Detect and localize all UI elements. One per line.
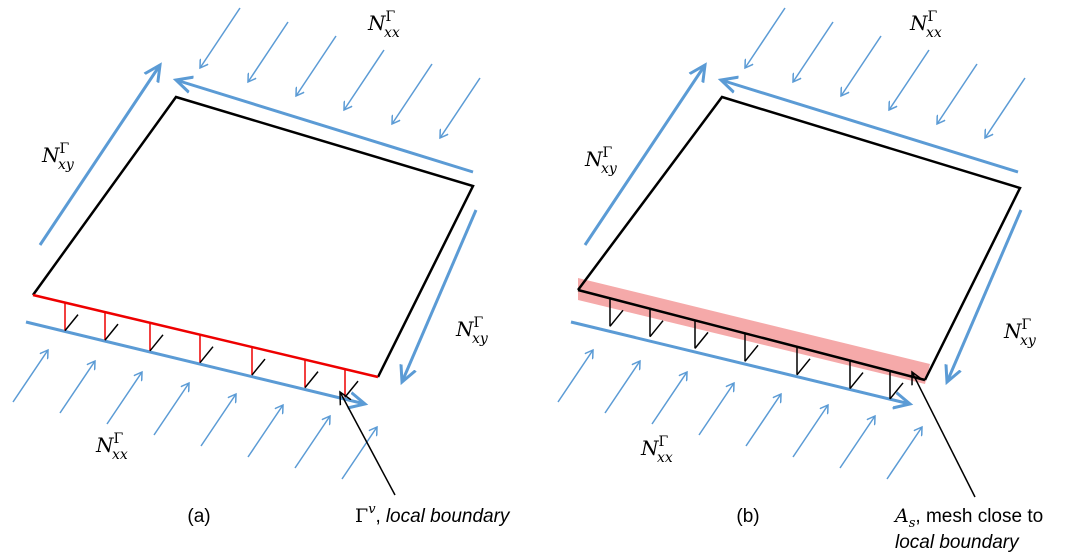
label-sub: xx bbox=[926, 25, 942, 41]
load-arrow bbox=[605, 361, 640, 413]
load-arrow bbox=[745, 8, 785, 68]
load-arrow bbox=[295, 416, 330, 468]
annotation-rest: , bbox=[376, 506, 381, 527]
load-arrow bbox=[248, 22, 288, 82]
label-sup: Γ bbox=[603, 145, 613, 161]
load-arrow bbox=[248, 405, 283, 457]
label-sub: xy bbox=[472, 331, 489, 347]
load-arrow bbox=[840, 416, 875, 468]
annotation-emph: local boundary bbox=[895, 532, 1020, 553]
edge-force-arrow bbox=[176, 80, 473, 172]
label-sup: Γ bbox=[659, 434, 669, 450]
caption: (a) bbox=[187, 506, 210, 527]
load-arrow bbox=[793, 22, 833, 82]
annotation: Γv,local boundary bbox=[355, 502, 511, 527]
support-tick bbox=[610, 310, 623, 326]
plate-edge bbox=[33, 97, 473, 377]
figure: NΓxxNΓxyNΓxyNΓxx(a)Γv,local boundaryNΓxx… bbox=[0, 0, 1084, 557]
load-arrow bbox=[746, 394, 781, 446]
support-tick bbox=[890, 383, 903, 399]
load-arrow bbox=[392, 64, 432, 124]
annotation-rest: , mesh close to bbox=[915, 506, 1043, 527]
support-tick bbox=[745, 345, 758, 361]
support-tick bbox=[150, 335, 163, 351]
label-sub: xx bbox=[384, 25, 400, 41]
label-sub: xx bbox=[112, 447, 128, 463]
annotation-symbol: Γ bbox=[355, 505, 368, 527]
support-tick bbox=[65, 315, 78, 331]
label-sup: Γ bbox=[60, 141, 70, 157]
support-tick bbox=[695, 332, 708, 348]
label-sup: Γ bbox=[474, 315, 484, 331]
load-arrow bbox=[793, 405, 828, 457]
load-arrow bbox=[699, 383, 734, 435]
edge-force-arrow bbox=[721, 80, 1018, 172]
support-tick bbox=[850, 373, 863, 389]
label-sup: Γ bbox=[114, 431, 124, 447]
load-arrow bbox=[887, 427, 922, 479]
load-arrow bbox=[558, 350, 593, 402]
load-arrow bbox=[154, 383, 189, 435]
edge-force-arrow bbox=[402, 210, 476, 382]
label-sup: Γ bbox=[386, 9, 396, 25]
load-arrow bbox=[889, 50, 929, 110]
caption: (b) bbox=[736, 506, 759, 527]
support-tick bbox=[200, 347, 213, 363]
pointer-arrow bbox=[912, 372, 975, 497]
label-sub: xy bbox=[601, 161, 618, 177]
load-arrow bbox=[652, 372, 687, 424]
load-arrow bbox=[937, 64, 977, 124]
support-tick bbox=[345, 381, 358, 397]
load-arrow bbox=[296, 36, 336, 96]
annotation-emph: local boundary bbox=[386, 506, 511, 527]
load-arrow bbox=[107, 372, 142, 424]
support-tick bbox=[305, 372, 318, 388]
load-arrow bbox=[985, 78, 1025, 138]
load-arrow bbox=[60, 361, 95, 413]
support-tick bbox=[252, 359, 265, 375]
annotation-symbol: A bbox=[893, 505, 909, 527]
load-arrow bbox=[344, 50, 384, 110]
load-arrow bbox=[440, 78, 480, 138]
label-sub: xy bbox=[58, 157, 75, 173]
load-arrow bbox=[200, 8, 240, 68]
load-arrow bbox=[13, 350, 48, 402]
label-sup: Γ bbox=[928, 9, 938, 25]
label-sub: xy bbox=[1020, 333, 1037, 349]
edge-force-arrow bbox=[947, 210, 1021, 382]
load-arrow bbox=[201, 394, 236, 446]
force-label: NΓxy bbox=[455, 315, 489, 347]
support-tick bbox=[797, 359, 810, 375]
label-sub: xx bbox=[657, 450, 673, 466]
label-sup: Γ bbox=[1022, 317, 1032, 333]
support-tick bbox=[650, 321, 663, 337]
support-tick bbox=[105, 324, 118, 340]
load-arrow bbox=[841, 36, 881, 96]
pointer-arrow bbox=[340, 392, 395, 495]
annotation: As, mesh close to bbox=[893, 505, 1043, 531]
